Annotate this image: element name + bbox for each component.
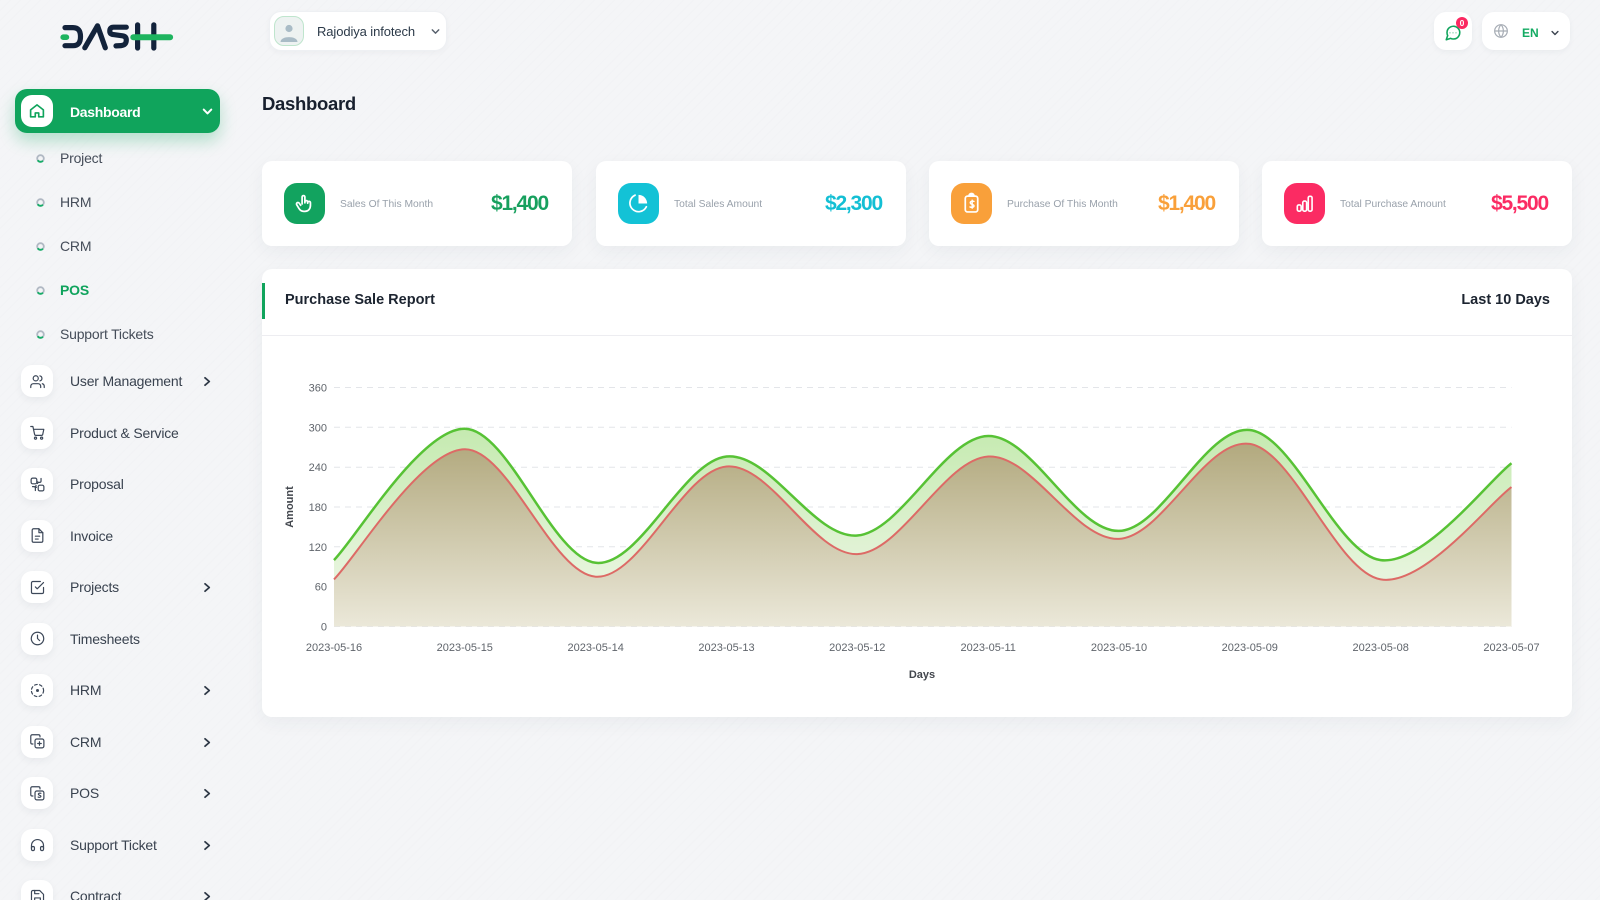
svg-text:2023-05-15: 2023-05-15 bbox=[437, 642, 493, 654]
svg-text:120: 120 bbox=[309, 542, 327, 554]
svg-text:60: 60 bbox=[315, 582, 327, 594]
svg-text:Days: Days bbox=[909, 669, 935, 681]
svg-text:2023-05-16: 2023-05-16 bbox=[306, 642, 362, 654]
svg-text:300: 300 bbox=[309, 422, 327, 434]
svg-text:2023-05-14: 2023-05-14 bbox=[568, 642, 624, 654]
svg-text:2023-05-13: 2023-05-13 bbox=[698, 642, 754, 654]
svg-text:Amount: Amount bbox=[284, 486, 296, 528]
svg-text:2023-05-09: 2023-05-09 bbox=[1222, 642, 1278, 654]
svg-text:2023-05-10: 2023-05-10 bbox=[1091, 642, 1147, 654]
svg-text:0: 0 bbox=[321, 622, 327, 634]
svg-text:180: 180 bbox=[309, 502, 327, 514]
svg-text:240: 240 bbox=[309, 462, 327, 474]
svg-text:2023-05-07: 2023-05-07 bbox=[1483, 642, 1539, 654]
svg-text:2023-05-08: 2023-05-08 bbox=[1353, 642, 1409, 654]
svg-text:2023-05-11: 2023-05-11 bbox=[960, 642, 1015, 654]
svg-text:360: 360 bbox=[309, 383, 327, 395]
svg-text:2023-05-12: 2023-05-12 bbox=[829, 642, 885, 654]
